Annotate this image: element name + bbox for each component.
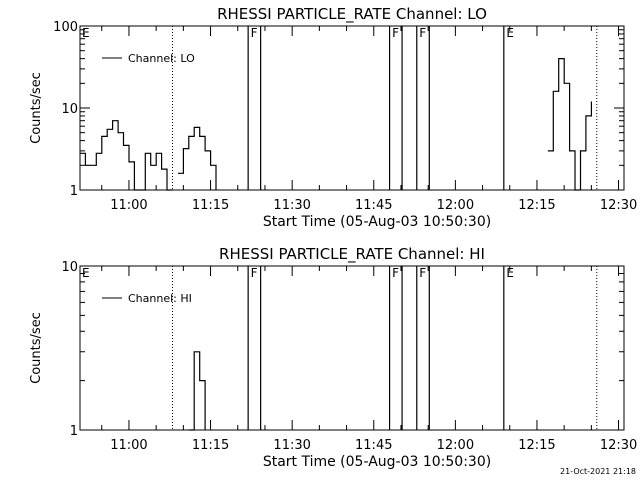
flag-label: F (419, 266, 426, 280)
flag-label: E (506, 26, 514, 40)
x-tick-label: 11:30 (273, 198, 310, 213)
x-tick-label: 11:15 (192, 198, 229, 213)
x-axis-label: Start Time (05-Aug-03 10:50:30) (263, 214, 491, 230)
y-axis-label: Counts/sec (29, 312, 44, 384)
footer-timestamp: 21-Oct-2021 21:18 (560, 467, 636, 476)
x-tick-label: 11:30 (273, 438, 310, 453)
legend-label: Channel: LO (128, 52, 195, 65)
flag-label: F (419, 26, 426, 40)
series-line (177, 126, 217, 190)
series-line (188, 351, 206, 431)
legend-label: Channel: HI (128, 292, 192, 305)
flag-label: F (392, 26, 399, 40)
panel-hi: RHESSI PARTICLE_RATE Channel: HI E F F F E 1 10… (29, 245, 637, 470)
flag-label: F (251, 26, 258, 40)
x-tick-label: 11:00 (110, 438, 147, 453)
y-tick-label: 100 (53, 20, 78, 35)
x-tick-label: 11:00 (110, 198, 147, 213)
x-tick-label: 11:45 (355, 438, 392, 453)
y-tick-label: 1 (70, 184, 78, 199)
chart-title: RHESSI PARTICLE_RATE Channel: LO (217, 5, 487, 24)
x-tick-label: 12:15 (518, 438, 555, 453)
y-axis-label: Counts/sec (29, 72, 44, 144)
flag-label: F (392, 266, 399, 280)
x-tick-label: 11:15 (192, 438, 229, 453)
flag-label: F (251, 266, 258, 280)
y-tick-label: 1 (70, 424, 78, 439)
x-tick-label: 12:00 (437, 198, 474, 213)
flag-label: E (82, 266, 90, 280)
x-tick-label: 12:30 (600, 438, 637, 453)
series-line (80, 120, 173, 191)
x-tick-label: 12:15 (518, 198, 555, 213)
x-axis-label: Start Time (05-Aug-03 10:50:30) (263, 454, 491, 470)
series-line (547, 58, 592, 191)
flag-label: E (506, 266, 514, 280)
x-tick-label: 12:00 (437, 438, 474, 453)
plot-frame (79, 265, 625, 431)
x-tick-label: 12:30 (600, 198, 637, 213)
y-tick-label: 10 (61, 260, 78, 275)
y-tick-label: 10 (61, 102, 78, 117)
chart-title: RHESSI PARTICLE_RATE Channel: HI (219, 245, 485, 264)
panel-lo: RHESSI PARTICLE_RATE Channel: LO E F F F E 1 10… (29, 5, 637, 230)
x-tick-label: 11:45 (355, 198, 392, 213)
flag-label: E (82, 26, 90, 40)
